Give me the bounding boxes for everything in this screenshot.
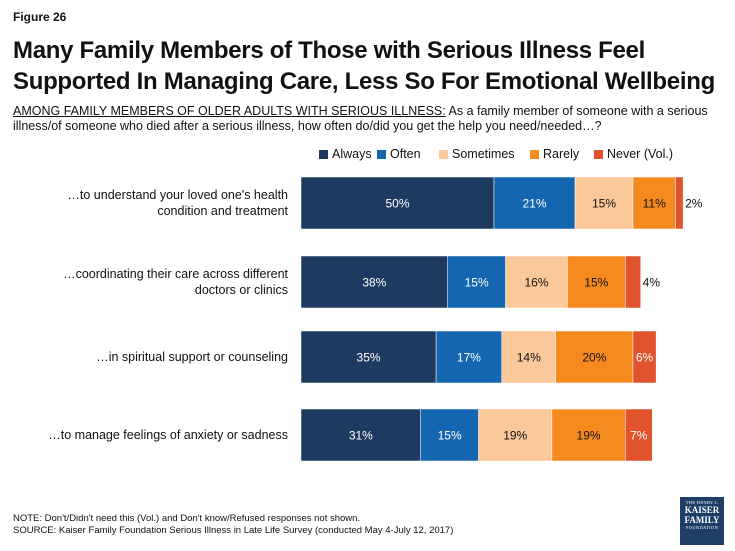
- chart-subtitle: AMONG FAMILY MEMBERS OF OLDER ADULTS WIT…: [13, 104, 713, 134]
- data-label-always-2: 38%: [362, 276, 386, 290]
- data-label-sometimes-3: 14%: [517, 351, 541, 365]
- data-label-always-3: 35%: [357, 351, 381, 365]
- bar-sometimes-2: [505, 255, 568, 309]
- data-label-sometimes-4: 19%: [503, 429, 527, 443]
- data-label-sometimes-1: 15%: [592, 197, 616, 211]
- legend-item-rarely: Rarely: [530, 147, 579, 161]
- category-label-4: …to manage feelings of anxiety or sadnes…: [48, 428, 288, 442]
- data-label-rarely-2: 15%: [584, 276, 608, 290]
- logo-line-2b: FAMILY: [684, 515, 720, 525]
- logo-line-1: THE HENRY J.: [685, 500, 719, 505]
- chart-title: Many Family Members of Those with Seriou…: [13, 35, 728, 97]
- bar-never-vol-1: [675, 176, 684, 230]
- data-label-rarely-3: 20%: [582, 351, 606, 365]
- chart-title-line-2: Supported In Managing Care, Less So For …: [13, 68, 715, 95]
- bar-often-2: [447, 255, 506, 309]
- legend-item-sometimes: Sometimes: [439, 147, 515, 161]
- data-label-often-3: 17%: [457, 351, 481, 365]
- bar-rarely-1: [632, 176, 676, 230]
- kff-logo: THE HENRY J. KAISER FAMILY FOUNDATION: [680, 497, 724, 545]
- note-text: NOTE: Don't/Didn't need this (Vol.) and …: [13, 513, 361, 524]
- data-label-always-4: 31%: [349, 429, 373, 443]
- data-label-often-1: 21%: [523, 197, 547, 211]
- bar-sometimes-4: [478, 408, 553, 462]
- data-label-never-vol-1: 2%: [685, 197, 703, 211]
- figure-label: Figure 26: [13, 10, 67, 24]
- data-label-sometimes-2: 16%: [524, 276, 548, 290]
- legend-label-rarely: Rarely: [543, 147, 580, 161]
- source-text: SOURCE: Kaiser Family Foundation Serious…: [13, 525, 454, 536]
- data-label-rarely-1: 11%: [643, 197, 666, 211]
- legend-swatch-rarely: [530, 149, 539, 159]
- legend-item-often: Often: [377, 147, 421, 161]
- bar-sometimes-3: [501, 330, 557, 384]
- bar-always-4: [300, 408, 421, 462]
- legend-item-never-vol: Never (Vol.): [594, 147, 673, 161]
- data-label-often-2: 15%: [465, 276, 489, 290]
- bar-never-vol-3: [632, 330, 657, 384]
- chart-title-line-1: Many Family Members of Those with Seriou…: [13, 37, 645, 64]
- category-label-3: …in spiritual support or counseling: [96, 350, 288, 364]
- data-label-rarely-4: 19%: [577, 429, 601, 443]
- bar-never-vol-2: [624, 255, 641, 309]
- category-label-1: …to understand your loved one's health co…: [67, 188, 288, 218]
- subtitle-question: As a family member of someone with a ser…: [13, 104, 708, 133]
- data-label-often-4: 15%: [438, 429, 462, 443]
- bar-often-3: [435, 330, 502, 384]
- bar-always-2: [300, 255, 448, 309]
- data-label-never-vol-3: 6%: [636, 351, 654, 365]
- data-label-always-1: 50%: [385, 197, 409, 211]
- bar-often-4: [420, 408, 479, 462]
- logo-line-2a: KAISER: [684, 505, 720, 515]
- legend-label-always: Always: [332, 147, 372, 161]
- chart-legend: Always Often Sometimes Rarely Never (Vol.): [0, 147, 735, 163]
- chart-notes: NOTE: Don't/Didn't need this (Vol.) and …: [13, 513, 453, 537]
- bar-sometimes-1: [574, 176, 634, 230]
- bar-always-1: [300, 176, 495, 230]
- data-label-never-vol-4: 7%: [630, 429, 648, 443]
- legend-label-never-vol: Never (Vol.): [607, 147, 673, 161]
- bar-never-vol-4: [624, 408, 653, 462]
- bar-rarely-3: [555, 330, 634, 384]
- legend-swatch-never-vol: [594, 149, 603, 159]
- bar-always-3: [300, 330, 437, 384]
- legend-swatch-sometimes: [439, 149, 448, 159]
- bar-rarely-4: [551, 408, 626, 462]
- legend-item-always: Always: [319, 147, 372, 161]
- category-label-2: …coordinating their care across differen…: [63, 267, 288, 297]
- legend-label-sometimes: Sometimes: [452, 147, 515, 161]
- legend-swatch-always: [319, 149, 328, 159]
- legend-label-often: Often: [390, 147, 421, 161]
- subtitle-lead: AMONG FAMILY MEMBERS OF OLDER ADULTS WIT…: [13, 104, 446, 118]
- data-label-never-vol-2: 4%: [643, 276, 661, 290]
- logo-line-3: FOUNDATION: [686, 525, 718, 530]
- bar-rarely-2: [567, 255, 626, 309]
- legend-swatch-often: [377, 149, 386, 159]
